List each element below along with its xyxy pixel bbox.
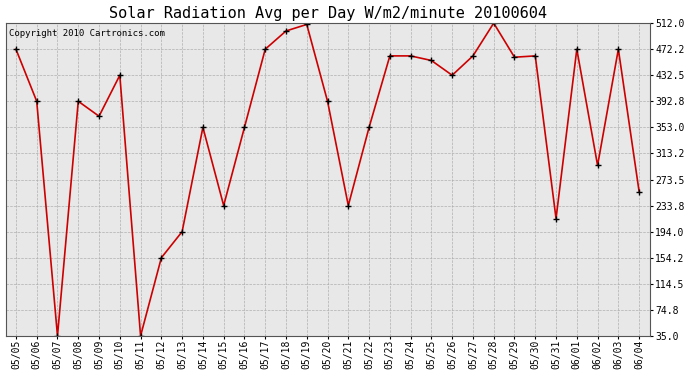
Title: Solar Radiation Avg per Day W/m2/minute 20100604: Solar Radiation Avg per Day W/m2/minute … — [108, 6, 546, 21]
Text: Copyright 2010 Cartronics.com: Copyright 2010 Cartronics.com — [9, 29, 165, 38]
